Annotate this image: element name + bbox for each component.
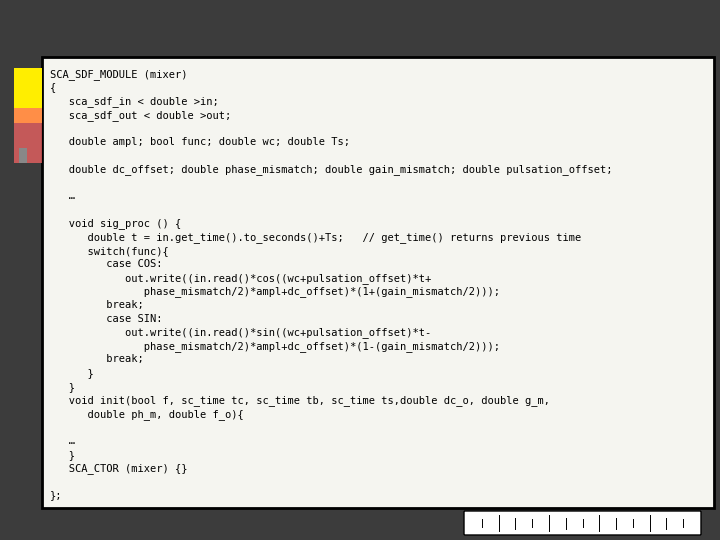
Text: double ph_m, double f_o){: double ph_m, double f_o){ — [50, 409, 244, 420]
Text: double t = in.get_time().to_seconds()+Ts;   // get_time() returns previous time: double t = in.get_time().to_seconds()+Ts… — [50, 232, 581, 243]
Text: case COS:: case COS: — [50, 259, 163, 269]
Text: …: … — [50, 436, 75, 446]
Text: …: … — [50, 191, 75, 201]
Text: out.write((in.read()*cos((wc+pulsation_offset)*t+: out.write((in.read()*cos((wc+pulsation_o… — [50, 273, 431, 284]
Text: sca_sdf_in < double >in;: sca_sdf_in < double >in; — [50, 96, 219, 107]
Bar — [14, 68, 42, 123]
Text: break;: break; — [50, 300, 144, 310]
Bar — [14, 108, 42, 163]
Text: out.write((in.read()*sin((wc+pulsation_offset)*t-: out.write((in.read()*sin((wc+pulsation_o… — [50, 327, 431, 338]
Text: switch(func){: switch(func){ — [50, 246, 168, 256]
Bar — [42, 57, 714, 508]
FancyBboxPatch shape — [464, 511, 701, 535]
Text: };: }; — [50, 490, 63, 501]
Text: double ampl; bool func; double wc; double Ts;: double ampl; bool func; double wc; doubl… — [50, 137, 350, 147]
Text: break;: break; — [50, 354, 144, 364]
Text: double dc_offset; double phase_mismatch; double gain_mismatch; double pulsation_: double dc_offset; double phase_mismatch;… — [50, 164, 613, 175]
Text: }: } — [50, 368, 94, 378]
Text: SCA_SDF_MODULE (mixer): SCA_SDF_MODULE (mixer) — [50, 69, 187, 80]
Text: {: { — [50, 83, 56, 92]
Text: }: } — [50, 382, 75, 392]
Text: SCA_CTOR (mixer) {}: SCA_CTOR (mixer) {} — [50, 463, 187, 474]
Text: void init(bool f, sc_time tc, sc_time tb, sc_time ts,double dc_o, double g_m,: void init(bool f, sc_time tc, sc_time tb… — [50, 395, 550, 406]
Text: }: } — [50, 450, 75, 460]
Text: sca_sdf_out < double >out;: sca_sdf_out < double >out; — [50, 110, 231, 120]
Bar — [19, 148, 27, 163]
Text: void sig_proc () {: void sig_proc () { — [50, 219, 181, 230]
Text: phase_mismatch/2)*ampl+dc_offset)*(1+(gain_mismatch/2)));: phase_mismatch/2)*ampl+dc_offset)*(1+(ga… — [50, 287, 500, 298]
Text: phase_mismatch/2)*ampl+dc_offset)*(1-(gain_mismatch/2)));: phase_mismatch/2)*ampl+dc_offset)*(1-(ga… — [50, 341, 500, 352]
Text: case SIN:: case SIN: — [50, 314, 163, 323]
